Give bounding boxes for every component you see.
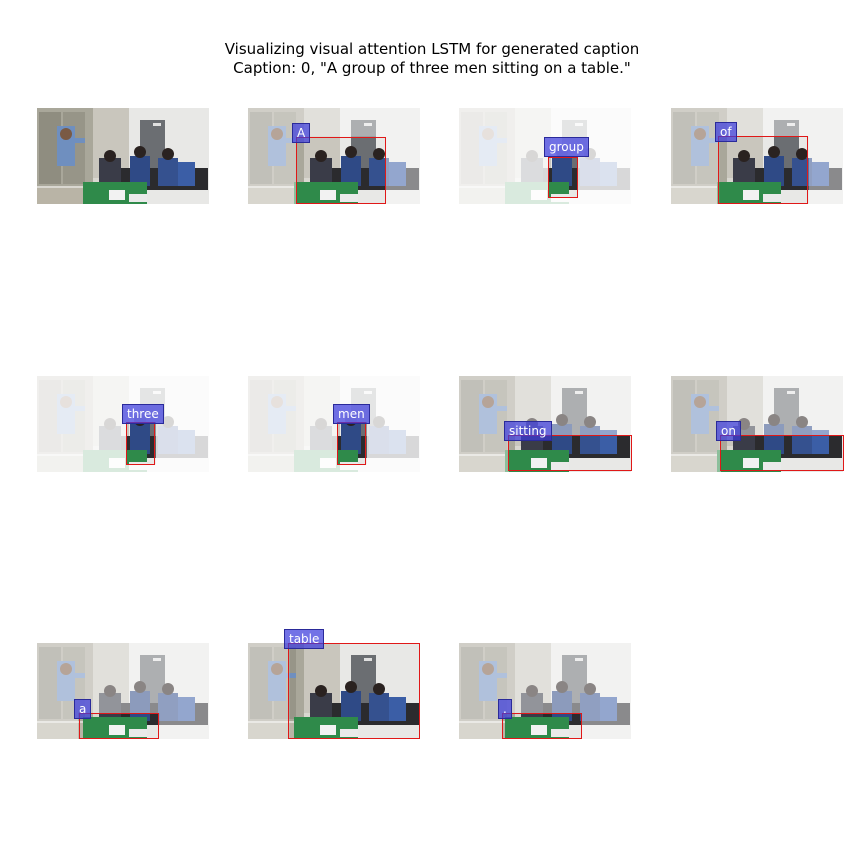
word-label: three [122, 404, 164, 424]
panel-word-of: of [671, 108, 843, 204]
word-label: A [292, 123, 311, 143]
caption-line: Caption: 0, "A group of three men sittin… [233, 59, 631, 77]
word-label: group [544, 137, 589, 157]
word-label: . [498, 699, 512, 719]
scene-photo [248, 643, 420, 739]
word-label: of [715, 122, 737, 142]
figure-title: Visualizing visual attention LSTM for ge… [224, 40, 640, 58]
scene-photo [37, 376, 209, 472]
panel-word-a: A [248, 108, 420, 204]
word-label: men [333, 404, 370, 424]
scene-photo [37, 643, 209, 739]
scene-photo [671, 108, 843, 204]
panel-word-sitting: sitting [459, 376, 632, 472]
word-label: table [284, 629, 325, 649]
word-label: a [74, 699, 92, 719]
panel-word-group: group [459, 108, 631, 204]
word-label: on [716, 421, 741, 441]
panel-word-on: on [671, 376, 844, 472]
scene-photo [248, 376, 420, 472]
scene-photo [671, 376, 843, 472]
panel-word-a-lower: a [37, 643, 209, 739]
panel-word-men: men [248, 376, 420, 472]
scene-photo [459, 643, 631, 739]
scene-photo [248, 108, 420, 204]
word-label: sitting [504, 421, 552, 441]
panel-word-period: . [459, 643, 631, 739]
panel-original [37, 108, 209, 204]
panel-word-three: three [37, 376, 209, 472]
scene-photo [37, 108, 209, 204]
panel-word-table: table [248, 629, 420, 739]
